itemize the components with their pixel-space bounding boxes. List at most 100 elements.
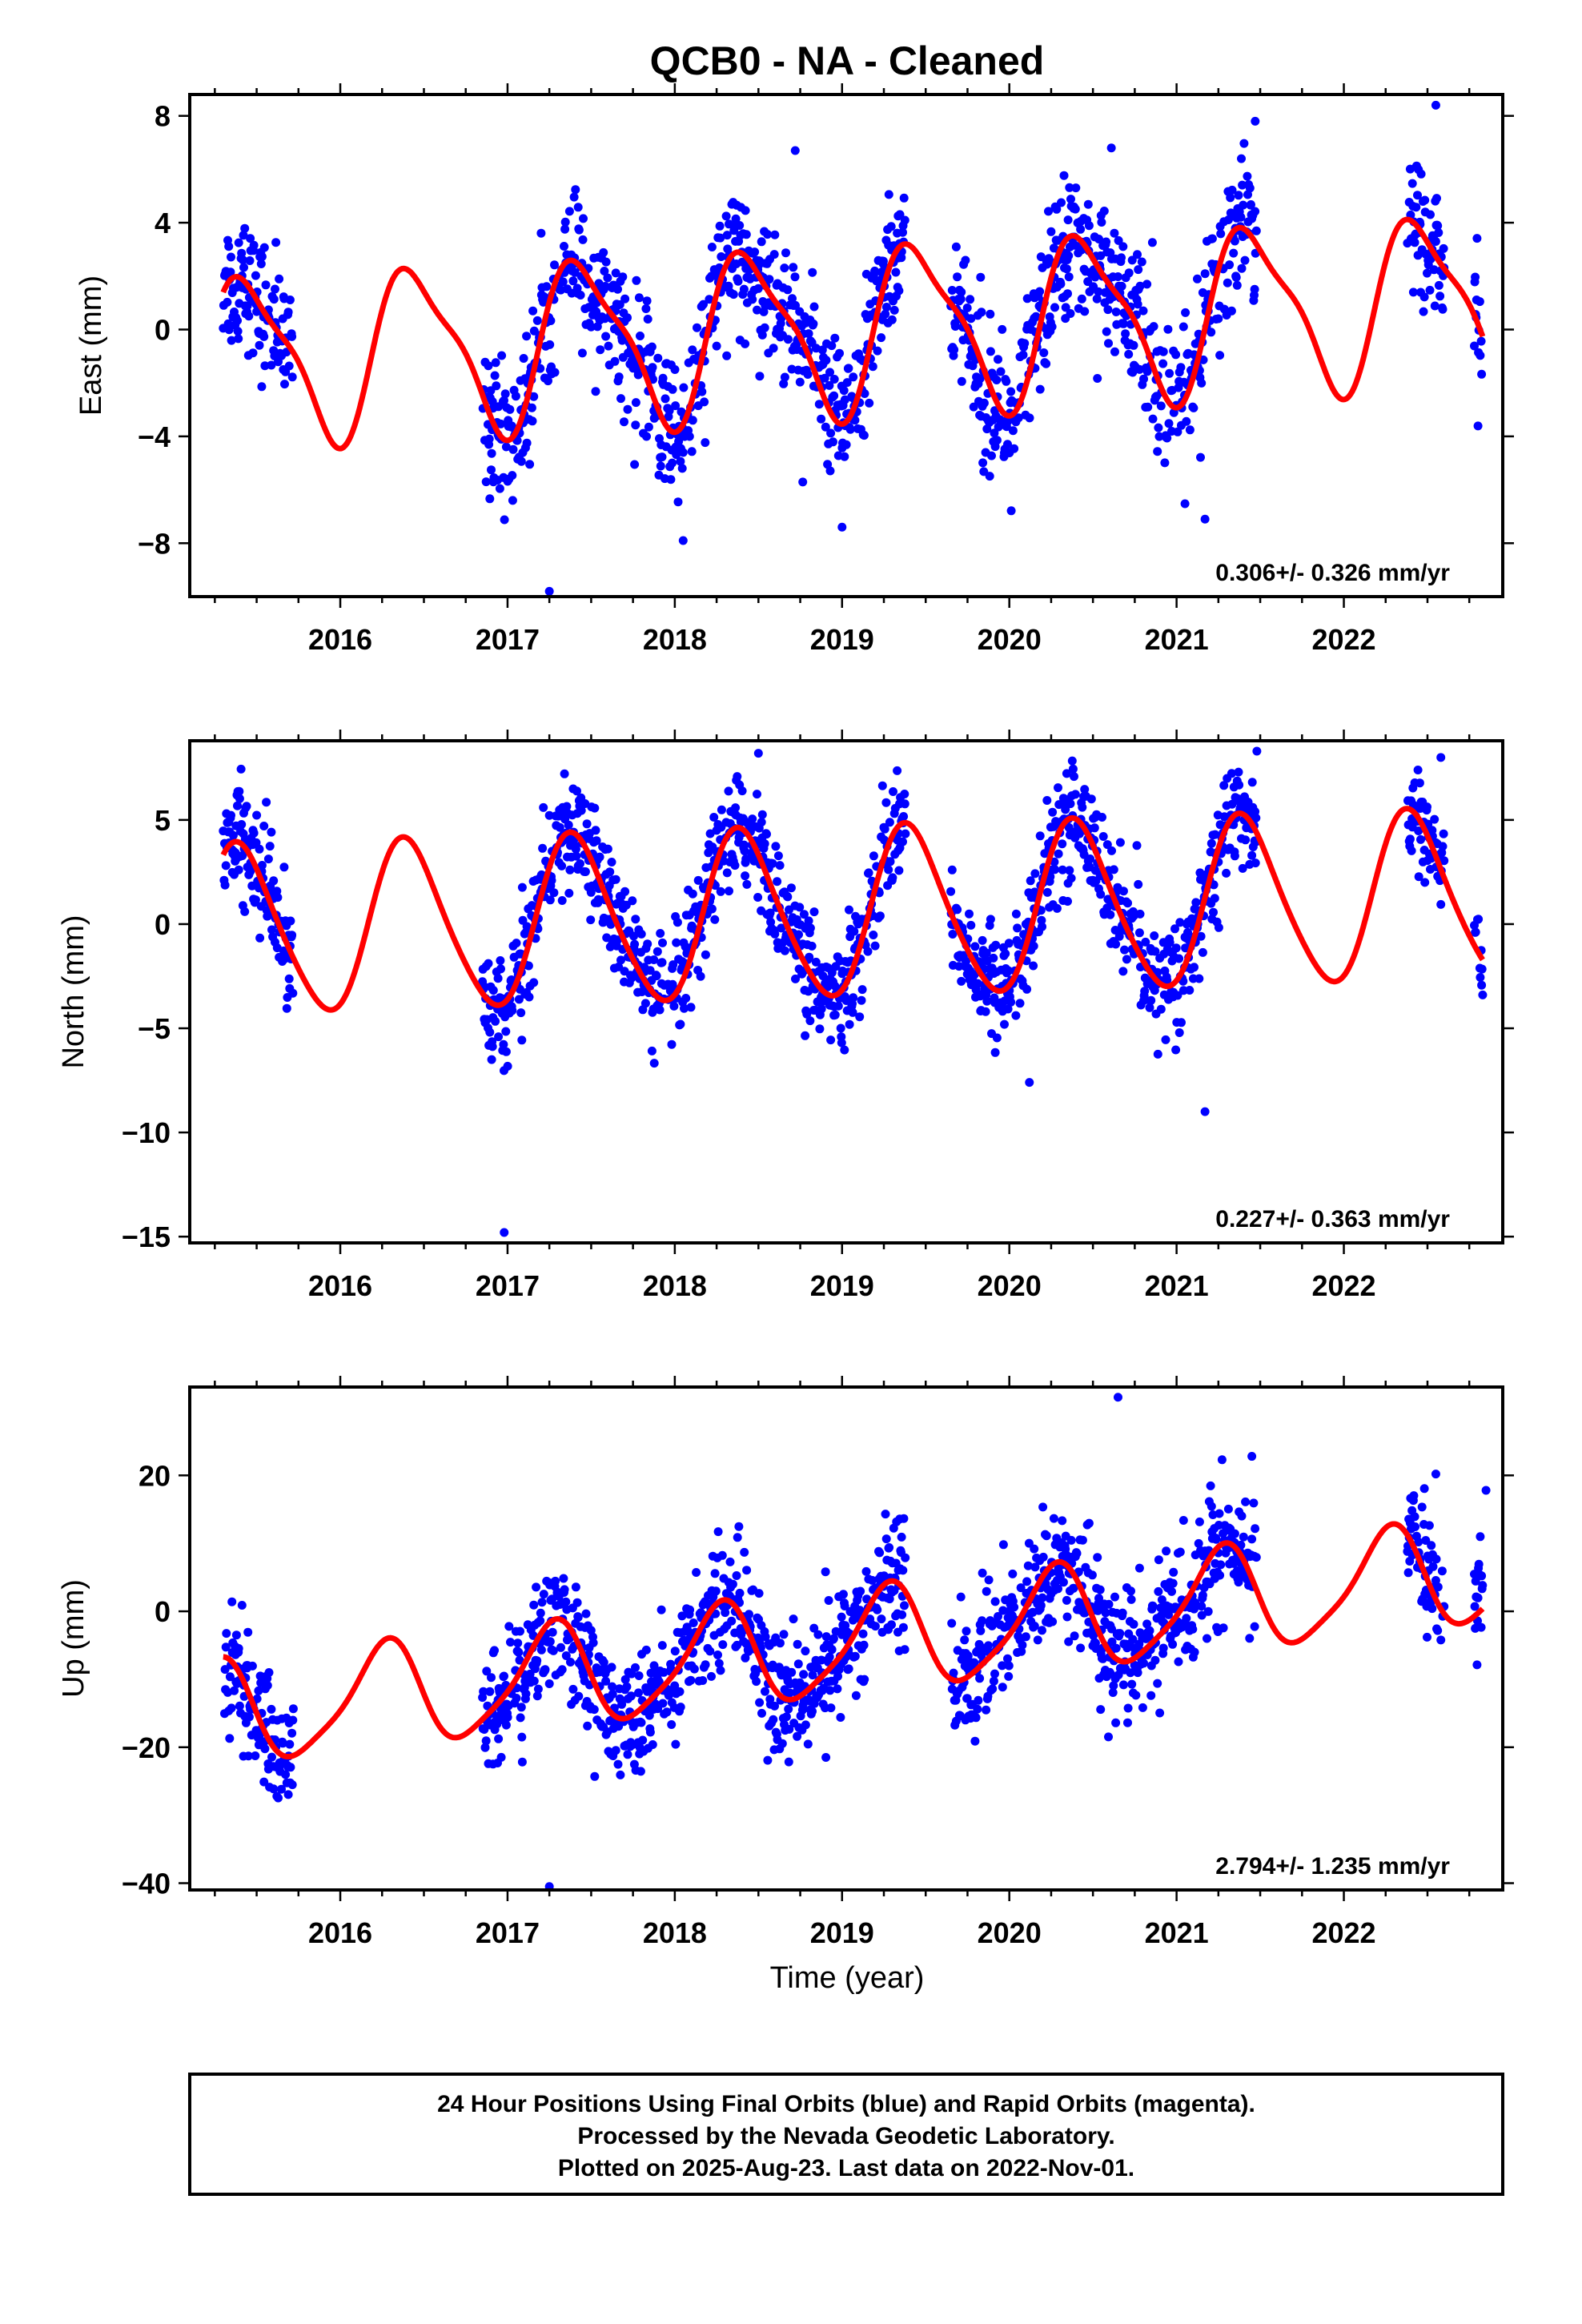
east-point	[781, 248, 790, 258]
up-point	[480, 1743, 490, 1752]
north-point	[240, 907, 250, 916]
east-point	[1410, 238, 1419, 247]
east-point	[877, 333, 886, 343]
east-point	[1434, 280, 1443, 290]
up-point	[947, 1618, 957, 1628]
up-point	[487, 1673, 496, 1683]
north-point	[962, 956, 970, 966]
up-point	[836, 1713, 845, 1722]
up-point	[858, 1629, 868, 1638]
north-point	[1439, 829, 1448, 838]
up-point	[494, 1734, 504, 1743]
east-point	[1102, 327, 1111, 336]
up-point	[1419, 1484, 1429, 1494]
up-point	[1157, 1595, 1166, 1605]
north-point	[616, 955, 625, 965]
east-point	[1407, 179, 1417, 188]
east-point	[544, 376, 552, 386]
up-point	[710, 1569, 720, 1578]
north-point	[1022, 984, 1032, 994]
north-point	[572, 851, 581, 861]
up-point	[982, 1705, 991, 1715]
north-point	[884, 865, 893, 875]
east-outlier-point	[790, 146, 800, 155]
east-point	[500, 515, 509, 525]
x-axis-label: Time (year)	[770, 1961, 925, 1995]
north-point	[870, 941, 880, 951]
north-point	[267, 925, 276, 935]
east-point	[1164, 419, 1174, 428]
up-point	[875, 1548, 885, 1558]
up-point	[1478, 1581, 1488, 1590]
north-point	[676, 1019, 685, 1029]
up-point	[267, 1752, 276, 1762]
east-outlier-point	[1251, 116, 1260, 126]
north-point	[1004, 966, 1014, 975]
east-point	[950, 345, 959, 355]
up-point	[685, 1605, 695, 1614]
up-outlier-point	[1113, 1393, 1122, 1402]
north-y-tick-label: −10	[122, 1116, 171, 1149]
north-x-tick-label: 2019	[810, 1269, 874, 1302]
east-point	[839, 386, 849, 396]
north-point	[512, 939, 521, 948]
up-point	[1064, 1637, 1074, 1647]
east-point	[953, 272, 962, 282]
north-point	[669, 960, 678, 970]
east-point	[1185, 425, 1195, 435]
north-point	[669, 1001, 679, 1011]
up-point	[1069, 1583, 1078, 1593]
east-point	[246, 234, 255, 243]
up-point	[887, 1620, 896, 1630]
north-point	[1026, 876, 1035, 886]
east-point	[978, 458, 988, 468]
north-point	[1063, 897, 1072, 906]
north-point	[725, 887, 733, 896]
up-point	[1129, 1619, 1138, 1629]
north-point	[1227, 799, 1237, 809]
east-point	[542, 282, 552, 292]
north-point	[693, 875, 703, 885]
east-point	[271, 284, 279, 294]
up-point	[516, 1703, 526, 1712]
north-point	[1035, 831, 1045, 841]
east-point	[1430, 301, 1439, 311]
up-point	[260, 1744, 270, 1754]
east-point	[227, 336, 236, 345]
east-point	[795, 377, 805, 387]
up-point	[537, 1598, 547, 1607]
east-point	[233, 316, 242, 325]
east-point	[481, 477, 491, 487]
up-point	[826, 1703, 836, 1713]
east-point	[1193, 274, 1202, 283]
east-point	[1059, 171, 1069, 180]
up-point	[725, 1557, 735, 1566]
up-point	[517, 1732, 527, 1742]
east-point	[641, 304, 651, 313]
north-point	[1175, 918, 1185, 927]
east-point	[1046, 227, 1056, 236]
up-point	[667, 1720, 677, 1729]
north-point	[1038, 922, 1046, 931]
north-point	[1145, 1003, 1154, 1012]
east-outlier-point	[678, 536, 688, 545]
north-point	[605, 867, 615, 877]
up-point	[1042, 1531, 1051, 1541]
east-point	[1065, 183, 1074, 192]
east-point	[1129, 340, 1138, 350]
north-point	[1134, 928, 1144, 938]
up-point	[263, 1681, 272, 1691]
east-point	[1025, 413, 1034, 423]
east-point	[798, 477, 808, 487]
up-point	[686, 1675, 696, 1685]
north-point	[885, 818, 894, 827]
east-point	[1419, 307, 1428, 316]
east-point	[1124, 349, 1134, 359]
up-point	[1022, 1577, 1032, 1586]
east-point	[789, 263, 798, 272]
east-point	[224, 242, 234, 251]
up-point	[998, 1606, 1008, 1615]
up-point	[620, 1675, 630, 1684]
east-point	[615, 300, 624, 309]
north-point	[1436, 899, 1446, 909]
